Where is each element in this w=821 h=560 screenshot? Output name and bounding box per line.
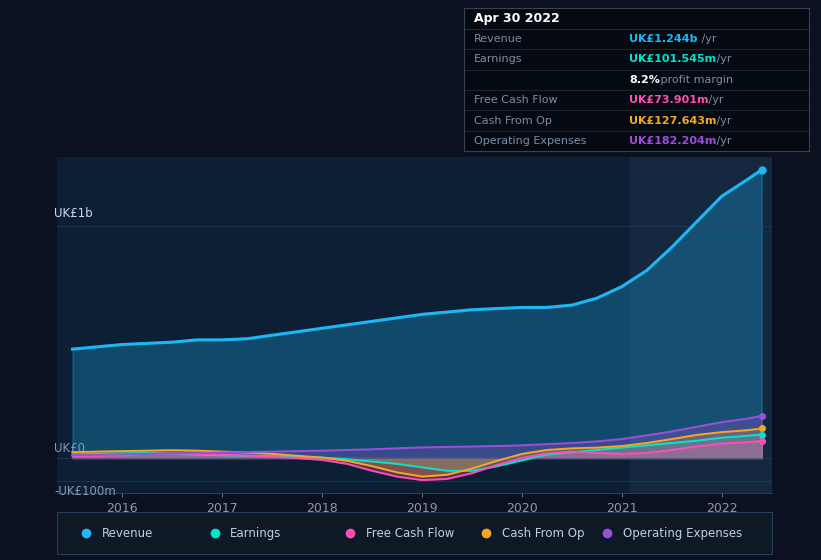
Text: UK£1.244b: UK£1.244b xyxy=(630,34,698,44)
Text: /yr: /yr xyxy=(713,136,732,146)
Text: 8.2%: 8.2% xyxy=(630,75,660,85)
Text: Revenue: Revenue xyxy=(475,34,523,44)
Text: UK£73.901m: UK£73.901m xyxy=(630,95,709,105)
Text: Operating Expenses: Operating Expenses xyxy=(623,527,742,540)
Text: Free Cash Flow: Free Cash Flow xyxy=(366,527,454,540)
Text: Earnings: Earnings xyxy=(475,54,523,64)
Text: Earnings: Earnings xyxy=(231,527,282,540)
Text: Cash From Op: Cash From Op xyxy=(475,115,552,125)
Text: UK£182.204m: UK£182.204m xyxy=(630,136,717,146)
Text: UK£1b: UK£1b xyxy=(54,207,93,220)
Text: UK£101.545m: UK£101.545m xyxy=(630,54,717,64)
Text: Free Cash Flow: Free Cash Flow xyxy=(475,95,557,105)
Text: Cash From Op: Cash From Op xyxy=(502,527,585,540)
Text: UK£127.643m: UK£127.643m xyxy=(630,115,717,125)
Text: UK£0: UK£0 xyxy=(54,442,85,455)
Text: profit margin: profit margin xyxy=(657,75,733,85)
Text: Revenue: Revenue xyxy=(102,527,154,540)
Text: /yr: /yr xyxy=(713,115,732,125)
Text: -UK£100m: -UK£100m xyxy=(54,484,116,498)
Bar xyxy=(630,157,772,493)
Text: Apr 30 2022: Apr 30 2022 xyxy=(475,12,560,25)
Text: /yr: /yr xyxy=(713,54,732,64)
Text: Operating Expenses: Operating Expenses xyxy=(475,136,586,146)
Text: /yr: /yr xyxy=(705,95,724,105)
Text: /yr: /yr xyxy=(698,34,716,44)
